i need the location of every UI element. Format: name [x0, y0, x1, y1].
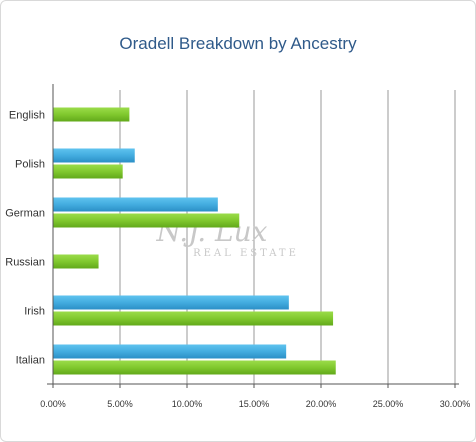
chart-title: Oradell Breakdown by Ancestry	[119, 34, 357, 53]
category-label: Russian	[5, 257, 45, 269]
bar	[53, 360, 336, 375]
bar	[53, 295, 289, 310]
bar	[53, 344, 287, 359]
category-label: Italian	[16, 355, 45, 367]
x-tick-label: 30.00%	[440, 399, 471, 409]
x-tick-label: 10.00%	[172, 399, 203, 409]
bar	[53, 213, 240, 228]
bar	[53, 107, 130, 122]
bar	[53, 148, 135, 163]
bar	[53, 254, 99, 269]
category-label: Irish	[24, 306, 45, 318]
x-tick-label: 25.00%	[373, 399, 404, 409]
watermark-sub: REAL ESTATE	[193, 248, 299, 259]
x-axis: 0.00% 5.00% 10.00% 15.00% 20.00% 25.00% 30.00%	[40, 84, 470, 409]
bars	[53, 107, 336, 375]
category-labels: English Polish German Russian Irish Italian	[5, 110, 45, 367]
x-tick-label: 15.00%	[239, 399, 270, 409]
category-label: German	[5, 208, 45, 220]
gridlines	[119, 90, 456, 384]
x-tick-label: 0.00%	[40, 399, 66, 409]
bar	[53, 197, 218, 212]
bar	[53, 311, 334, 326]
category-label: English	[9, 110, 45, 122]
x-tick-label: 20.00%	[306, 399, 337, 409]
bar	[53, 164, 123, 179]
x-tick-label: 5.00%	[107, 399, 133, 409]
category-label: Polish	[15, 159, 45, 171]
